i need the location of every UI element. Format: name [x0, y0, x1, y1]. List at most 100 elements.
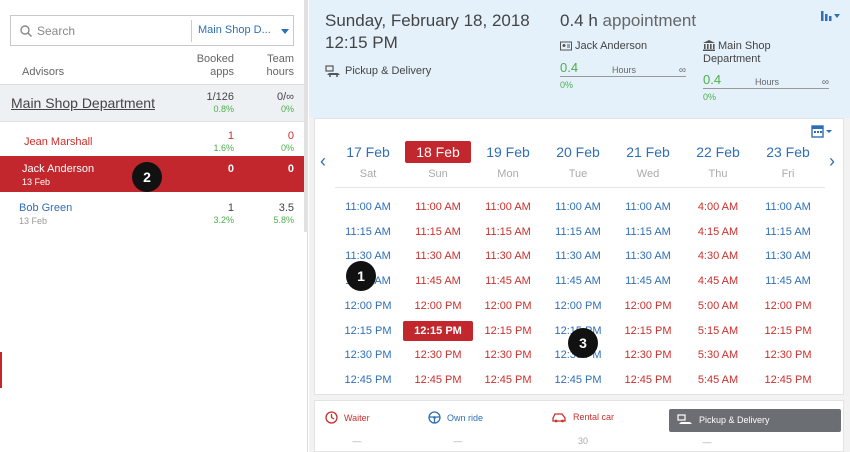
advisor-hours-pct: 5.8%: [273, 215, 294, 225]
time-slot[interactable]: 12:15 PM: [344, 324, 392, 337]
day-label[interactable]: 19 Feb: [486, 144, 530, 160]
chevron-down-icon[interactable]: [281, 29, 289, 34]
day-column-4[interactable]: 21 Feb Wed 11:00 AM 11:15 AM 11:30 AM 11:45 A…: [613, 141, 683, 386]
chevron-left-icon[interactable]: ‹: [320, 151, 326, 171]
bar-chart-icon[interactable]: [820, 9, 842, 23]
time-slot[interactable]: 5:45 AM: [697, 373, 739, 386]
advisor-capacity-pct: 0%: [560, 80, 574, 90]
advisor-booked-value: 1: [227, 130, 234, 142]
time-slot[interactable]: 12:45 PM: [344, 373, 392, 386]
pickup-delivery-icon: [325, 65, 340, 77]
time-slot[interactable]: 11:00 AM: [765, 201, 811, 213]
day-label[interactable]: 23 Feb: [766, 144, 810, 160]
time-slot[interactable]: 11:15 AM: [485, 225, 531, 238]
time-slot[interactable]: 12:45 PM: [764, 373, 812, 386]
day-column-2[interactable]: 19 Feb Mon 11:00 AM 11:15 AM 11:30 AM 11:45 A…: [473, 141, 543, 386]
department-name-link[interactable]: Main Shop Department: [11, 95, 155, 111]
time-slot[interactable]: 5:15 AM: [697, 324, 739, 337]
time-slot[interactable]: 12:45 PM: [554, 373, 602, 386]
time-slot[interactable]: 11:15 AM: [555, 225, 601, 238]
time-slot[interactable]: 12:00 PM: [414, 299, 462, 312]
transport-option-rental-car[interactable]: Rental car 30: [551, 411, 615, 446]
advisor-name: Jack Anderson: [22, 163, 95, 175]
day-column-3[interactable]: 20 Feb Tue 11:00 AM 11:15 AM 11:30 AM 11:45 A…: [543, 141, 613, 386]
time-slot[interactable]: 12:15 PM: [484, 324, 532, 337]
time-slot[interactable]: 4:15 AM: [697, 225, 739, 238]
marker-badge-2: 2: [132, 162, 162, 192]
search-input[interactable]: [37, 21, 187, 41]
time-slot[interactable]: 11:00 AM: [485, 201, 531, 213]
pickup-delivery-label: Pickup & Delivery: [699, 415, 770, 425]
panel-edge-marker: [0, 352, 2, 388]
appointment-service-label: Pickup & Delivery: [345, 65, 432, 77]
transport-option-pickup-delivery[interactable]: Pickup & Delivery —: [669, 409, 841, 447]
day-label[interactable]: 22 Feb: [696, 144, 740, 160]
advisor-row-bob-green[interactable]: Bob Green 13 Feb 1 3.2% 3.5 5.8%: [0, 196, 307, 230]
team-header-line1: Team: [267, 53, 294, 65]
time-slot[interactable]: 12:45 PM: [484, 373, 532, 386]
time-slot[interactable]: 11:30 AM: [345, 250, 391, 263]
time-slot[interactable]: 12:00 PM: [344, 299, 392, 312]
advisor-list-scrollbar[interactable]: [304, 0, 308, 232]
department-hours-max: ∞: [821, 77, 829, 88]
advisor-hours: 0 0%: [248, 130, 294, 154]
advisor-booked: 1 3.2%: [190, 202, 234, 226]
time-slot[interactable]: 5:00 AM: [697, 299, 739, 312]
time-slot-selected[interactable]: 12:15 PM: [403, 320, 473, 341]
day-column-6[interactable]: 23 Feb Fri 11:00 AM 11:15 AM 11:30 AM 11:45 A…: [753, 141, 823, 386]
time-slot[interactable]: 11:45 AM: [555, 275, 601, 288]
time-slot[interactable]: 11:45 AM: [485, 275, 531, 288]
calendar-icon[interactable]: [811, 124, 835, 138]
time-slot[interactable]: 11:30 AM: [555, 250, 601, 263]
time-slot[interactable]: 11:45 AM: [625, 275, 671, 288]
time-slot[interactable]: 12:30 PM: [344, 349, 392, 362]
time-slot[interactable]: 12:30 PM: [624, 349, 672, 362]
transport-option-waiter[interactable]: Waiter —: [325, 411, 370, 446]
duration-unit: appointment: [602, 11, 697, 30]
time-slot[interactable]: 12:00 PM: [624, 299, 672, 312]
department-select-value[interactable]: Main Shop D...: [198, 24, 271, 36]
day-label[interactable]: 17 Feb: [346, 144, 390, 160]
time-slot[interactable]: 12:45 PM: [624, 373, 672, 386]
day-column-5[interactable]: 22 Feb Thu 4:00 AM 4:15 AM 4:30 AM 4:45 AM 5:0…: [683, 141, 753, 386]
time-slot[interactable]: 11:30 AM: [415, 250, 461, 263]
time-slot[interactable]: 12:30 PM: [484, 349, 532, 362]
time-slot[interactable]: 11:30 AM: [765, 250, 811, 263]
rental-car-label: Rental car: [573, 412, 615, 422]
day-column-1[interactable]: 18 Feb Sun 11:00 AM 11:15 AM 11:30 AM 11:45 A…: [403, 141, 473, 386]
time-slot[interactable]: 11:00 AM: [345, 201, 391, 213]
time-slot[interactable]: 11:00 AM: [625, 201, 671, 213]
time-slot[interactable]: 12:45 PM: [414, 373, 462, 386]
time-slot[interactable]: 4:30 AM: [697, 250, 739, 263]
time-slot[interactable]: 11:15 AM: [345, 225, 391, 238]
time-slot[interactable]: 11:30 AM: [485, 250, 531, 263]
time-slot[interactable]: 11:00 AM: [555, 201, 601, 213]
time-slot[interactable]: 11:45 AM: [415, 275, 461, 288]
advisor-row-jean-marshall[interactable]: Jean Marshall 1 1.6% 0 0%: [0, 126, 307, 160]
time-slot[interactable]: 11:00 AM: [415, 201, 461, 213]
chevron-right-icon[interactable]: ›: [829, 151, 835, 171]
time-slot[interactable]: 12:00 PM: [764, 299, 812, 312]
time-slot[interactable]: 12:30 PM: [764, 349, 812, 362]
time-slot[interactable]: 4:00 AM: [697, 201, 739, 213]
time-slot[interactable]: 12:15 PM: [624, 324, 672, 337]
time-slot[interactable]: 11:45 AM: [765, 275, 811, 288]
time-slot[interactable]: 11:15 AM: [625, 225, 671, 238]
search-icon: [20, 25, 32, 37]
day-label[interactable]: 20 Feb: [556, 144, 600, 160]
day-label[interactable]: 21 Feb: [626, 144, 670, 160]
transport-option-own-ride[interactable]: Own ride —: [428, 411, 483, 446]
time-slot[interactable]: 11:15 AM: [415, 225, 461, 238]
day-label[interactable]: 18 Feb: [405, 141, 471, 163]
time-slot[interactable]: 12:00 PM: [484, 299, 532, 312]
department-row[interactable]: Main Shop Department 1/126 0.8% 0/∞ 0%: [0, 84, 307, 122]
time-slot[interactable]: 12:30 PM: [414, 349, 462, 362]
time-slot[interactable]: 11:15 AM: [765, 225, 811, 238]
time-slot[interactable]: 12:15 PM: [764, 324, 812, 337]
advisor-hours-booked: 0.4: [560, 60, 579, 75]
time-slot[interactable]: 5:30 AM: [697, 349, 739, 362]
time-slot[interactable]: 12:00 PM: [554, 299, 602, 312]
time-slot[interactable]: 4:45 AM: [697, 275, 739, 288]
time-slot[interactable]: 11:30 AM: [625, 250, 671, 263]
